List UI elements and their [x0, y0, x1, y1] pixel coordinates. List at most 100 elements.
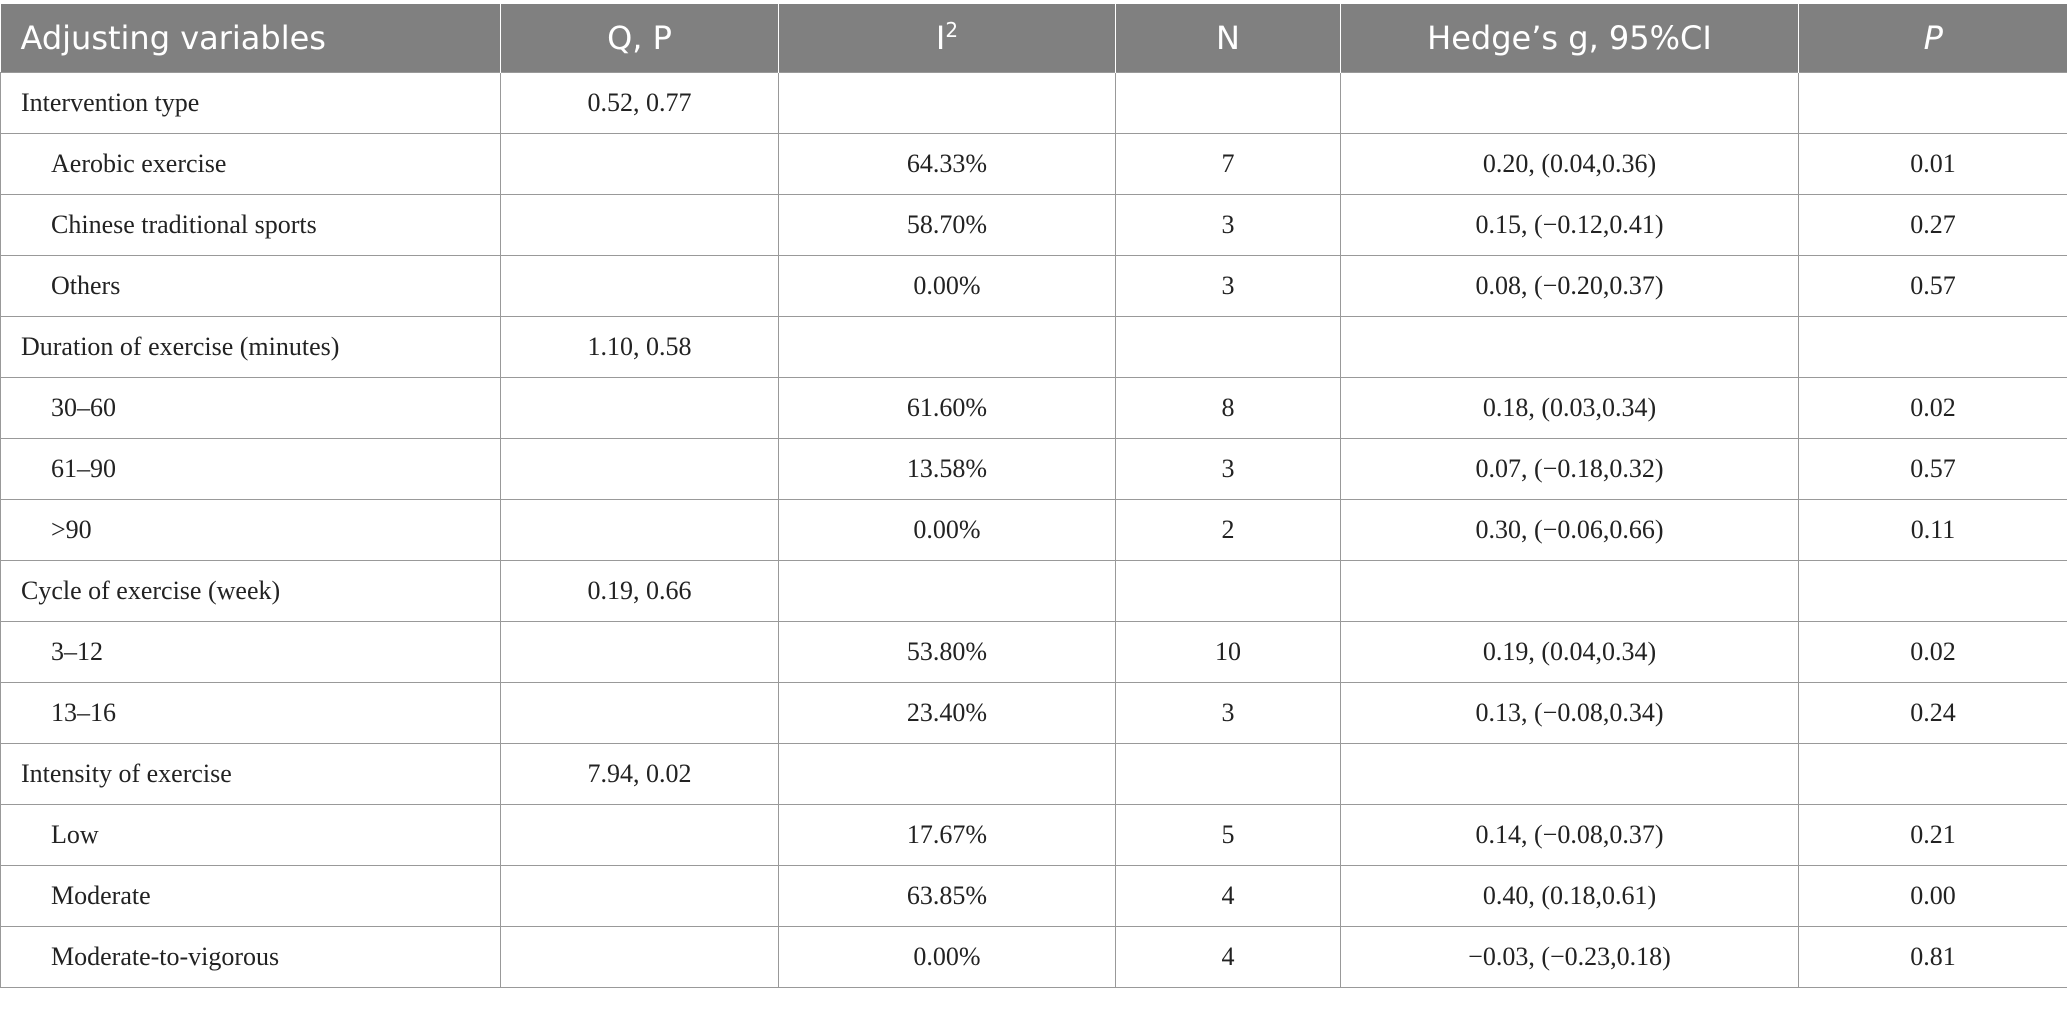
i-squared-cell: 17.67%	[778, 804, 1116, 866]
q-p-cell	[500, 499, 779, 561]
q-p-cell	[500, 865, 779, 927]
hedges-g-cell: 0.08, (−0.20,0.37)	[1340, 255, 1799, 317]
i-squared-cell: 64.33%	[778, 133, 1116, 195]
hedges-g-cell	[1340, 316, 1799, 378]
variable-cell: 13–16	[0, 682, 501, 744]
p-value-cell	[1798, 743, 2067, 805]
header-q-p: Q, P	[500, 4, 779, 73]
p-value-cell: 0.27	[1798, 194, 2067, 256]
variable-cell: 3–12	[0, 621, 501, 683]
n-cell: 8	[1115, 377, 1341, 439]
q-p-cell	[500, 621, 779, 683]
q-p-cell	[500, 133, 779, 195]
variable-cell: Moderate	[0, 865, 501, 927]
n-cell: 2	[1115, 499, 1341, 561]
p-value-cell: 0.81	[1798, 926, 2067, 988]
q-p-cell	[500, 255, 779, 317]
header-label: Q, P	[607, 19, 672, 57]
p-value-cell: 0.02	[1798, 621, 2067, 683]
header-adjusting-variables: Adjusting variables	[0, 4, 501, 73]
table-row-group: Intervention type 0.52, 0.77	[0, 72, 2067, 134]
q-p-cell	[500, 438, 779, 500]
p-value-cell	[1798, 72, 2067, 134]
i-squared-cell	[778, 743, 1116, 805]
q-p-cell	[500, 194, 779, 256]
q-p-cell: 1.10, 0.58	[500, 316, 779, 378]
hedges-g-cell: 0.15, (−0.12,0.41)	[1340, 194, 1799, 256]
n-cell: 3	[1115, 438, 1341, 500]
variable-cell: Cycle of exercise (week)	[0, 560, 501, 622]
n-cell: 3	[1115, 255, 1341, 317]
i-squared-cell	[778, 316, 1116, 378]
i-squared-cell: 0.00%	[778, 926, 1116, 988]
n-cell: 4	[1115, 865, 1341, 927]
n-cell	[1115, 72, 1341, 134]
variable-cell: Low	[0, 804, 501, 866]
hedges-g-cell: 0.30, (−0.06,0.66)	[1340, 499, 1799, 561]
table-body: Intervention type 0.52, 0.77 Aerobic exerc…	[0, 72, 2067, 988]
variable-cell: Intensity of exercise	[0, 743, 501, 805]
p-value-cell: 0.00	[1798, 865, 2067, 927]
p-value-cell: 0.57	[1798, 438, 2067, 500]
hedges-g-cell: 0.14, (−0.08,0.37)	[1340, 804, 1799, 866]
p-value-cell: 0.21	[1798, 804, 2067, 866]
hedges-g-cell: 0.18, (0.03,0.34)	[1340, 377, 1799, 439]
header-p: P	[1798, 4, 2067, 73]
p-value-cell: 0.01	[1798, 133, 2067, 195]
q-p-cell	[500, 682, 779, 744]
p-value-cell	[1798, 560, 2067, 622]
table-row-subgroup: 3–12 53.80% 10 0.19, (0.04,0.34) 0.02	[0, 621, 2067, 683]
n-cell: 5	[1115, 804, 1341, 866]
hedges-g-cell: 0.07, (−0.18,0.32)	[1340, 438, 1799, 500]
table-row-subgroup: Chinese traditional sports 58.70% 3 0.15, (…	[0, 194, 2067, 256]
variable-cell: Aerobic exercise	[0, 133, 501, 195]
hedges-g-cell	[1340, 560, 1799, 622]
table-row-subgroup: 61–90 13.58% 3 0.07, (−0.18,0.32) 0.57	[0, 438, 2067, 500]
q-p-cell	[500, 804, 779, 866]
table-row-subgroup: Moderate 63.85% 4 0.40, (0.18,0.61) 0.00	[0, 865, 2067, 927]
n-cell: 7	[1115, 133, 1341, 195]
header-label: P	[1923, 19, 1943, 57]
header-superscript: 2	[945, 18, 959, 42]
i-squared-cell: 0.00%	[778, 499, 1116, 561]
variable-cell: 30–60	[0, 377, 501, 439]
variable-cell: Others	[0, 255, 501, 317]
variable-cell: Chinese traditional sports	[0, 194, 501, 256]
table-row-subgroup: Aerobic exercise 64.33% 7 0.20, (0.04,0.36)…	[0, 133, 2067, 195]
i-squared-cell: 58.70%	[778, 194, 1116, 256]
hedges-g-cell: 0.40, (0.18,0.61)	[1340, 865, 1799, 927]
table-row-subgroup: 13–16 23.40% 3 0.13, (−0.08,0.34) 0.24	[0, 682, 2067, 744]
header-hedges-g: Hedge’s g, 95%CI	[1340, 4, 1799, 73]
n-cell	[1115, 743, 1341, 805]
hedges-g-cell: 0.13, (−0.08,0.34)	[1340, 682, 1799, 744]
q-p-cell	[500, 377, 779, 439]
n-cell: 3	[1115, 682, 1341, 744]
variable-cell: 61–90	[0, 438, 501, 500]
i-squared-cell: 0.00%	[778, 255, 1116, 317]
i-squared-cell: 63.85%	[778, 865, 1116, 927]
table-row-group: Intensity of exercise 7.94, 0.02	[0, 743, 2067, 805]
table-row-subgroup: Low 17.67% 5 0.14, (−0.08,0.37) 0.21	[0, 804, 2067, 866]
n-cell	[1115, 316, 1341, 378]
i-squared-cell: 61.60%	[778, 377, 1116, 439]
variable-cell: Duration of exercise (minutes)	[0, 316, 501, 378]
n-cell: 10	[1115, 621, 1341, 683]
p-value-cell	[1798, 316, 2067, 378]
q-p-cell: 0.19, 0.66	[500, 560, 779, 622]
header-label: Hedge’s g, 95%CI	[1427, 19, 1712, 57]
n-cell: 4	[1115, 926, 1341, 988]
header-i-squared: I2	[778, 4, 1116, 73]
i-squared-cell: 13.58%	[778, 438, 1116, 500]
hedges-g-cell	[1340, 743, 1799, 805]
p-value-cell: 0.24	[1798, 682, 2067, 744]
hedges-g-cell	[1340, 72, 1799, 134]
i-squared-cell: 53.80%	[778, 621, 1116, 683]
p-value-cell: 0.11	[1798, 499, 2067, 561]
table-row-subgroup: >90 0.00% 2 0.30, (−0.06,0.66) 0.11	[0, 499, 2067, 561]
table-row-subgroup: 30–60 61.60% 8 0.18, (0.03,0.34) 0.02	[0, 377, 2067, 439]
variable-cell: Intervention type	[0, 72, 501, 134]
subgroup-analysis-table: Adjusting variables Q, P I2 N Hedge’s g,…	[0, 4, 2067, 988]
p-value-cell: 0.02	[1798, 377, 2067, 439]
i-squared-cell: 23.40%	[778, 682, 1116, 744]
